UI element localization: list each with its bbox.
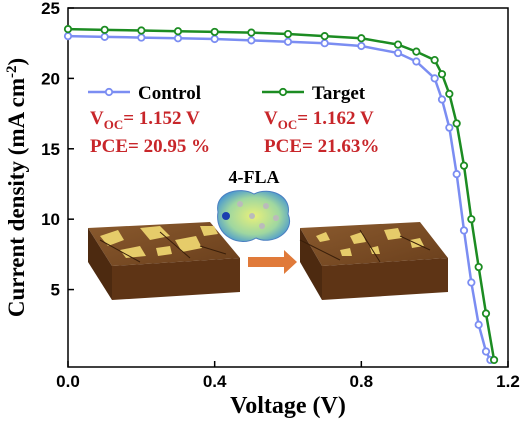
legend-label: Control: [138, 83, 201, 104]
y-tick-label: 10: [41, 210, 60, 229]
data-point: [474, 320, 483, 329]
inset: 4-FLA: [88, 167, 448, 300]
data-point: [393, 40, 403, 49]
data-point: [430, 55, 439, 65]
voc-symbol: V: [264, 108, 278, 129]
data-point: [481, 347, 491, 356]
data-point: [459, 226, 469, 235]
data-point: [459, 161, 469, 170]
data-point: [137, 33, 146, 42]
x-tick-label: 0.4: [203, 372, 227, 391]
data-point: [210, 27, 219, 37]
data-point: [445, 89, 454, 98]
legend-label: Target: [312, 83, 366, 104]
legend-marker: [104, 87, 114, 97]
data-point: [452, 170, 461, 179]
data-point: [481, 309, 491, 318]
data-point: [137, 26, 146, 35]
y-tick-label: 15: [41, 140, 60, 159]
data-point: [63, 25, 73, 34]
data-point: [283, 29, 293, 39]
series-line: [67, 34, 492, 361]
y-tick-label: 5: [51, 281, 60, 300]
x-tick-label: 0.0: [56, 372, 80, 391]
data-point: [437, 70, 447, 79]
x-axis-label: Voltage (V): [230, 393, 346, 419]
pce-annotation: PCE= 20.95 %: [90, 136, 210, 157]
data-point: [412, 47, 421, 56]
voc-annotation: VOC= 1.162 V: [264, 108, 374, 132]
voc-symbol: V: [90, 108, 104, 129]
data-point: [100, 25, 109, 34]
series-line: [67, 27, 496, 361]
data-point: [357, 34, 366, 43]
data-point: [357, 41, 366, 51]
y-axis-label-text: Current density (mA cm: [4, 78, 29, 317]
x-tick-label: 1.2: [496, 372, 520, 391]
data-point: [173, 27, 183, 36]
voc-value: = 1.162 V: [297, 108, 374, 129]
pce-annotation: PCE= 21.63%: [264, 136, 379, 157]
data-point: [430, 74, 439, 83]
data-point: [445, 123, 454, 132]
voc-subscript: OC: [104, 117, 124, 132]
y-axis-label-sup: -2: [4, 66, 20, 79]
inset-label: 4-FLA: [229, 167, 280, 187]
voc-annotation: VOC= 1.152 V: [90, 108, 200, 132]
data-point: [393, 48, 403, 58]
data-point: [100, 32, 109, 41]
data-point: [247, 28, 256, 37]
legend-marker: [278, 87, 288, 97]
data-point: [320, 39, 329, 48]
y-tick-label: 25: [41, 0, 60, 18]
voc-value: = 1.152 V: [123, 108, 200, 129]
plot-frame: [67, 7, 509, 368]
data-point: [452, 119, 461, 128]
data-point: [437, 95, 447, 104]
data-point: [474, 262, 483, 272]
data-point: [210, 34, 219, 44]
data-point: [63, 32, 73, 41]
y-axis-label-end: ): [4, 58, 29, 66]
y-axis-label: Current density (mA cm-2): [4, 58, 29, 317]
data-point: [489, 355, 499, 365]
data-point: [247, 36, 256, 45]
data-point: [467, 215, 476, 224]
voc-subscript: OC: [278, 117, 298, 132]
y-tick-label: 20: [41, 69, 60, 88]
x-tick-label: 0.8: [350, 372, 374, 391]
data-point: [320, 32, 329, 41]
data-point: [412, 57, 421, 66]
data-point: [283, 37, 293, 46]
data-point: [467, 278, 476, 287]
data-point: [173, 34, 183, 43]
